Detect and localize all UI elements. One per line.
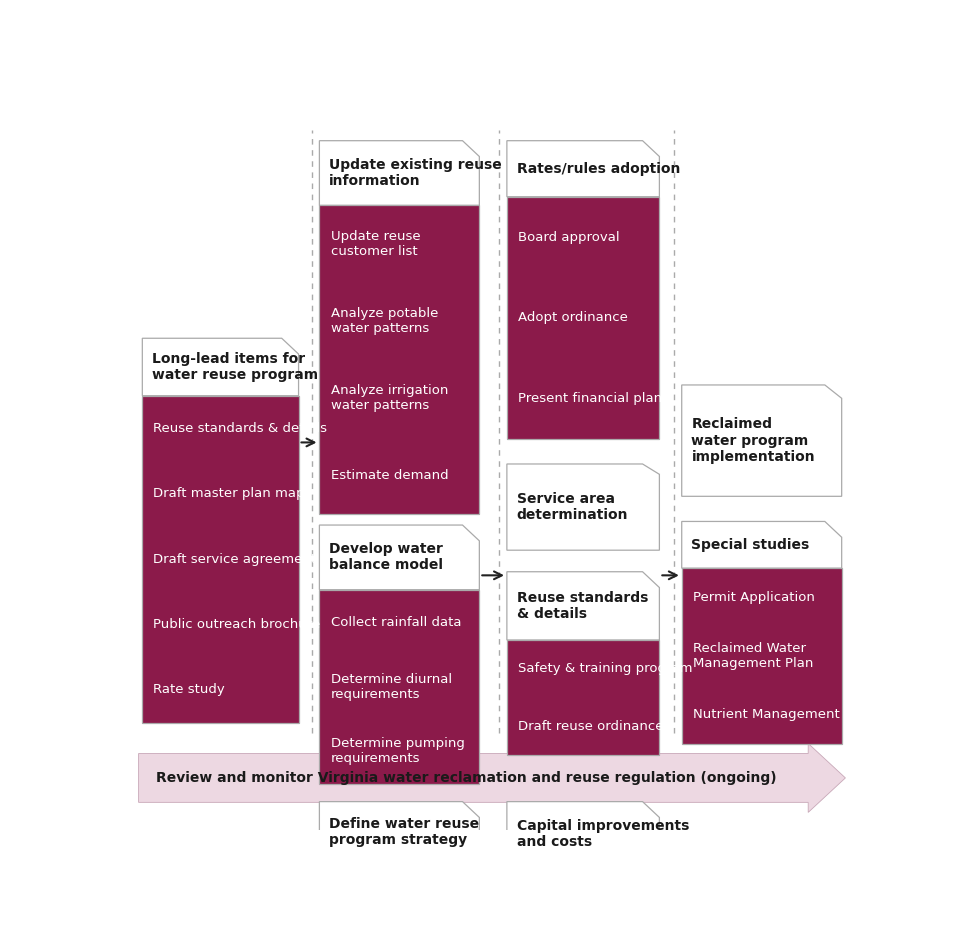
- Text: Reuse standards & details: Reuse standards & details: [154, 422, 327, 435]
- Text: Define water reuse
program strategy: Define water reuse program strategy: [329, 817, 479, 847]
- Polygon shape: [320, 141, 479, 205]
- Text: Final reuse
customer list: Final reuse customer list: [330, 871, 418, 899]
- Polygon shape: [682, 568, 842, 745]
- Polygon shape: [138, 744, 846, 813]
- Text: Reassess 10-year CIP: Reassess 10-year CIP: [518, 890, 660, 903]
- Polygon shape: [507, 801, 660, 866]
- Text: Reclaimed Water
Management Plan: Reclaimed Water Management Plan: [693, 642, 813, 670]
- Polygon shape: [320, 863, 479, 933]
- Text: Rate study: Rate study: [154, 683, 226, 696]
- Text: Permit Application: Permit Application: [693, 591, 815, 604]
- Text: Effluent quality: Effluent quality: [330, 924, 433, 933]
- Polygon shape: [320, 525, 479, 590]
- Polygon shape: [682, 522, 842, 568]
- Text: Adopt ordinance: Adopt ordinance: [518, 312, 628, 325]
- Polygon shape: [507, 866, 660, 933]
- Polygon shape: [320, 205, 479, 514]
- Text: Update reuse
customer list: Update reuse customer list: [330, 230, 420, 258]
- Text: Board approval: Board approval: [518, 230, 619, 244]
- Polygon shape: [507, 464, 660, 550]
- Text: Present financial plan: Present financial plan: [518, 392, 662, 405]
- Text: Update existing reuse
information: Update existing reuse information: [329, 158, 502, 188]
- Text: Long-lead items for
water reuse program: Long-lead items for water reuse program: [152, 352, 318, 383]
- Polygon shape: [320, 590, 479, 784]
- Polygon shape: [507, 640, 660, 755]
- Polygon shape: [320, 801, 479, 863]
- Text: Service area
determination: Service area determination: [516, 492, 628, 522]
- Text: Draft master plan map: Draft master plan map: [154, 487, 305, 500]
- Text: Reclaimed
water program
implementation: Reclaimed water program implementation: [691, 417, 815, 464]
- Text: Estimate demand: Estimate demand: [330, 469, 448, 482]
- Polygon shape: [682, 385, 842, 496]
- Polygon shape: [142, 396, 299, 722]
- Text: Nutrient Management Plan: Nutrient Management Plan: [693, 708, 873, 721]
- Text: Capital improvements
and costs: Capital improvements and costs: [516, 819, 689, 849]
- Text: Analyze potable
water patterns: Analyze potable water patterns: [330, 307, 438, 335]
- Polygon shape: [507, 572, 660, 640]
- Polygon shape: [142, 339, 299, 396]
- Text: Determine pumping
requirements: Determine pumping requirements: [330, 737, 465, 765]
- Text: Collect rainfall data: Collect rainfall data: [330, 616, 461, 629]
- Polygon shape: [507, 141, 660, 197]
- Text: Analyze irrigation
water patterns: Analyze irrigation water patterns: [330, 384, 448, 412]
- Text: Determine diurnal
requirements: Determine diurnal requirements: [330, 673, 451, 701]
- Text: Special studies: Special studies: [691, 537, 809, 551]
- Polygon shape: [507, 197, 660, 439]
- Text: Draft service agreement: Draft service agreement: [154, 552, 317, 565]
- Text: Draft reuse ordinance: Draft reuse ordinance: [518, 719, 663, 732]
- Text: Rates/rules adoption: Rates/rules adoption: [516, 161, 680, 175]
- Text: Safety & training program: Safety & training program: [518, 662, 692, 675]
- Text: Reuse standards
& details: Reuse standards & details: [516, 591, 648, 621]
- Text: Develop water
balance model: Develop water balance model: [329, 542, 444, 573]
- Text: Review and monitor Virginia water reclamation and reuse regulation (ongoing): Review and monitor Virginia water reclam…: [156, 771, 777, 785]
- Text: Public outreach brochure: Public outreach brochure: [154, 618, 321, 631]
